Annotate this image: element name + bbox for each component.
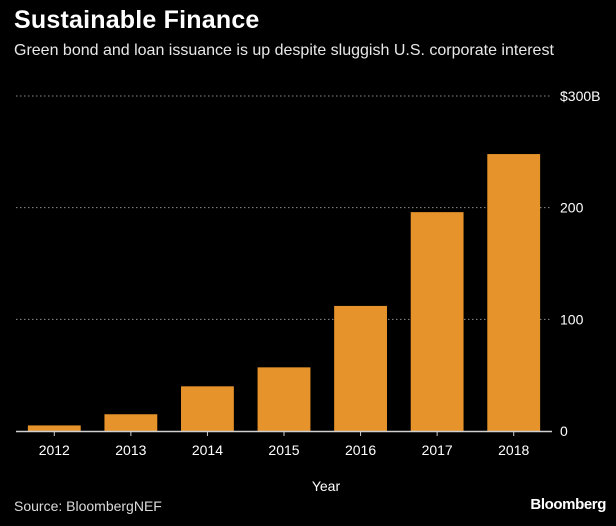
- x-tick-label: 2017: [422, 442, 453, 458]
- x-tick-label: 2012: [39, 442, 70, 458]
- bar-2012: [27, 425, 81, 431]
- y-tick-label: 200: [560, 200, 584, 216]
- x-tick-label: 2016: [345, 442, 376, 458]
- y-tick-label: $300B: [560, 88, 600, 104]
- y-tick-label: 0: [560, 423, 568, 439]
- bloomberg-logo: Bloomberg: [530, 496, 606, 513]
- x-tick-label: 2013: [115, 442, 146, 458]
- chart-subtitle: Green bond and loan issuance is up despi…: [14, 42, 554, 59]
- bar-2013: [104, 414, 158, 431]
- bar-2017: [410, 212, 464, 431]
- source-note: Source: BloombergNEF: [14, 498, 162, 514]
- x-axis-title: Year: [312, 478, 341, 494]
- x-tick-label: 2015: [268, 442, 299, 458]
- x-tick-label: 2018: [498, 442, 529, 458]
- chart-title: Sustainable Finance: [14, 6, 260, 34]
- bar-2018: [487, 154, 541, 432]
- bar-2016: [334, 305, 387, 431]
- x-tick-label: 2014: [192, 442, 223, 458]
- y-tick-label: 100: [560, 311, 584, 327]
- bar-2014: [181, 386, 234, 431]
- bar-2015: [257, 367, 311, 431]
